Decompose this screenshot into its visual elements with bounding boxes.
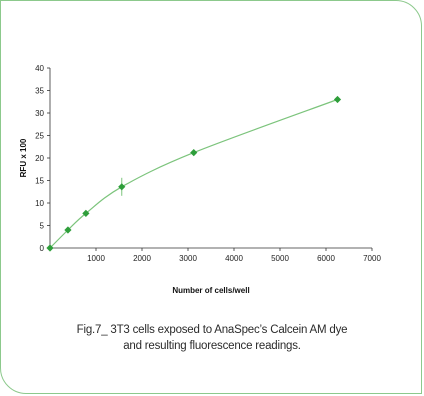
data-point-diamond bbox=[333, 95, 342, 104]
x-tick-label: 7000 bbox=[363, 254, 381, 263]
chart-ticks: 0 5 10 15 20 25 30 35 40 1000 2000 3000 4000 5000 6000… bbox=[35, 64, 381, 263]
y-tick-label: 20 bbox=[35, 154, 44, 163]
caption-line-2: and resulting fluorescence readings. bbox=[123, 340, 301, 352]
y-tick-label: 40 bbox=[35, 64, 44, 73]
chart-axes bbox=[49, 68, 372, 249]
chart-points bbox=[46, 95, 342, 252]
x-axis-title: Number of cells/well bbox=[172, 286, 249, 295]
figure-caption: Fig.7_ 3T3 cells exposed to AnaSpec’s Ca… bbox=[40, 322, 384, 354]
x-tick-label: 6000 bbox=[317, 254, 335, 263]
y-tick-label: 25 bbox=[35, 132, 44, 141]
y-axis-title: RFU x 100 bbox=[19, 138, 28, 177]
x-tick-label: 3000 bbox=[179, 254, 197, 263]
data-point-diamond bbox=[64, 226, 72, 234]
x-tick-label: 5000 bbox=[271, 254, 289, 263]
x-tick-label: 2000 bbox=[133, 254, 151, 263]
chart-error-bars bbox=[67, 97, 338, 232]
y-tick-label: 0 bbox=[40, 244, 45, 253]
y-tick-label: 35 bbox=[35, 87, 44, 96]
y-tick-label: 30 bbox=[35, 109, 44, 118]
data-point-diamond bbox=[118, 183, 126, 191]
trend-curve bbox=[49, 98, 338, 249]
y-tick-label: 15 bbox=[35, 177, 44, 186]
data-point-diamond bbox=[46, 244, 54, 252]
x-tick-label: 1000 bbox=[87, 254, 105, 263]
y-tick-label: 10 bbox=[35, 199, 44, 208]
caption-line-1: Fig.7_ 3T3 cells exposed to AnaSpec’s Ca… bbox=[76, 324, 348, 336]
y-tick-label: 5 bbox=[40, 222, 45, 231]
chart-trendline bbox=[49, 98, 338, 249]
data-point-diamond bbox=[82, 209, 90, 217]
data-point-diamond bbox=[190, 149, 198, 157]
x-tick-label: 4000 bbox=[225, 254, 243, 263]
